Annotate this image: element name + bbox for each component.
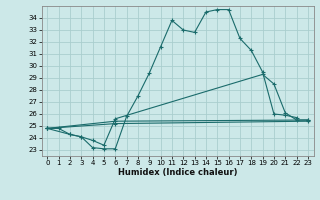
X-axis label: Humidex (Indice chaleur): Humidex (Indice chaleur) xyxy=(118,168,237,177)
